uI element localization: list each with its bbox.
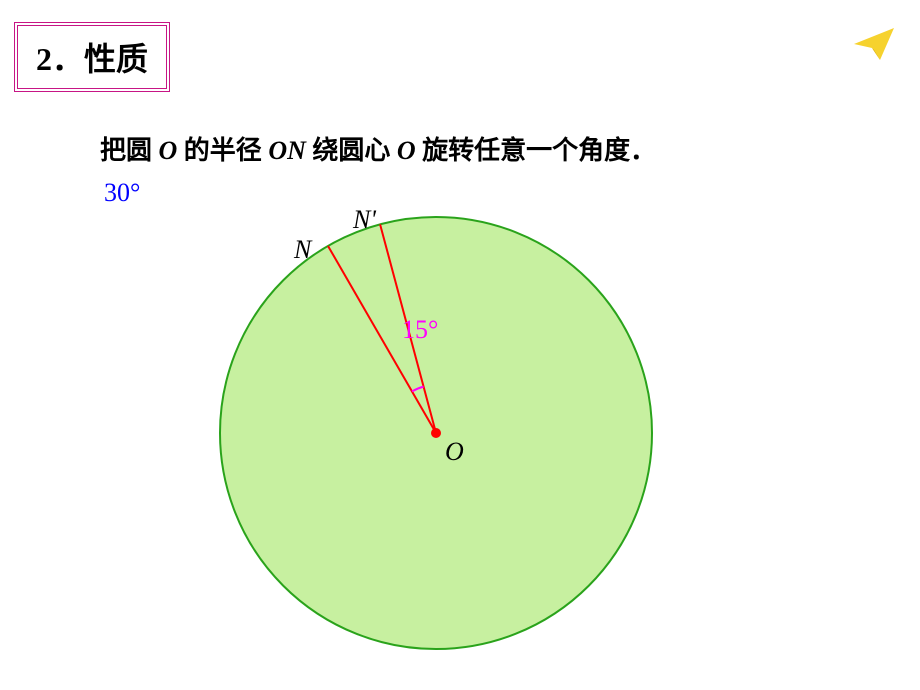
radius-label-N: N [294,235,311,265]
paper-plane-icon [850,24,898,64]
angle-30-label: 30° [104,178,140,208]
circle-diagram: O N N' 15° [208,205,664,661]
paper-plane-svg [850,24,898,64]
angle-15-label: 15° [402,315,438,345]
diagram-svg [208,205,664,661]
center-label-O: O [445,437,464,467]
radius-label-N-prime: N' [353,205,376,235]
section-title-box: 2．性质 [14,22,170,92]
section-title-text: 2．性质 [36,41,148,77]
body-sentence: 把圆 O 的半径 ON 绕圆心 O 旋转任意一个角度． [100,130,656,167]
